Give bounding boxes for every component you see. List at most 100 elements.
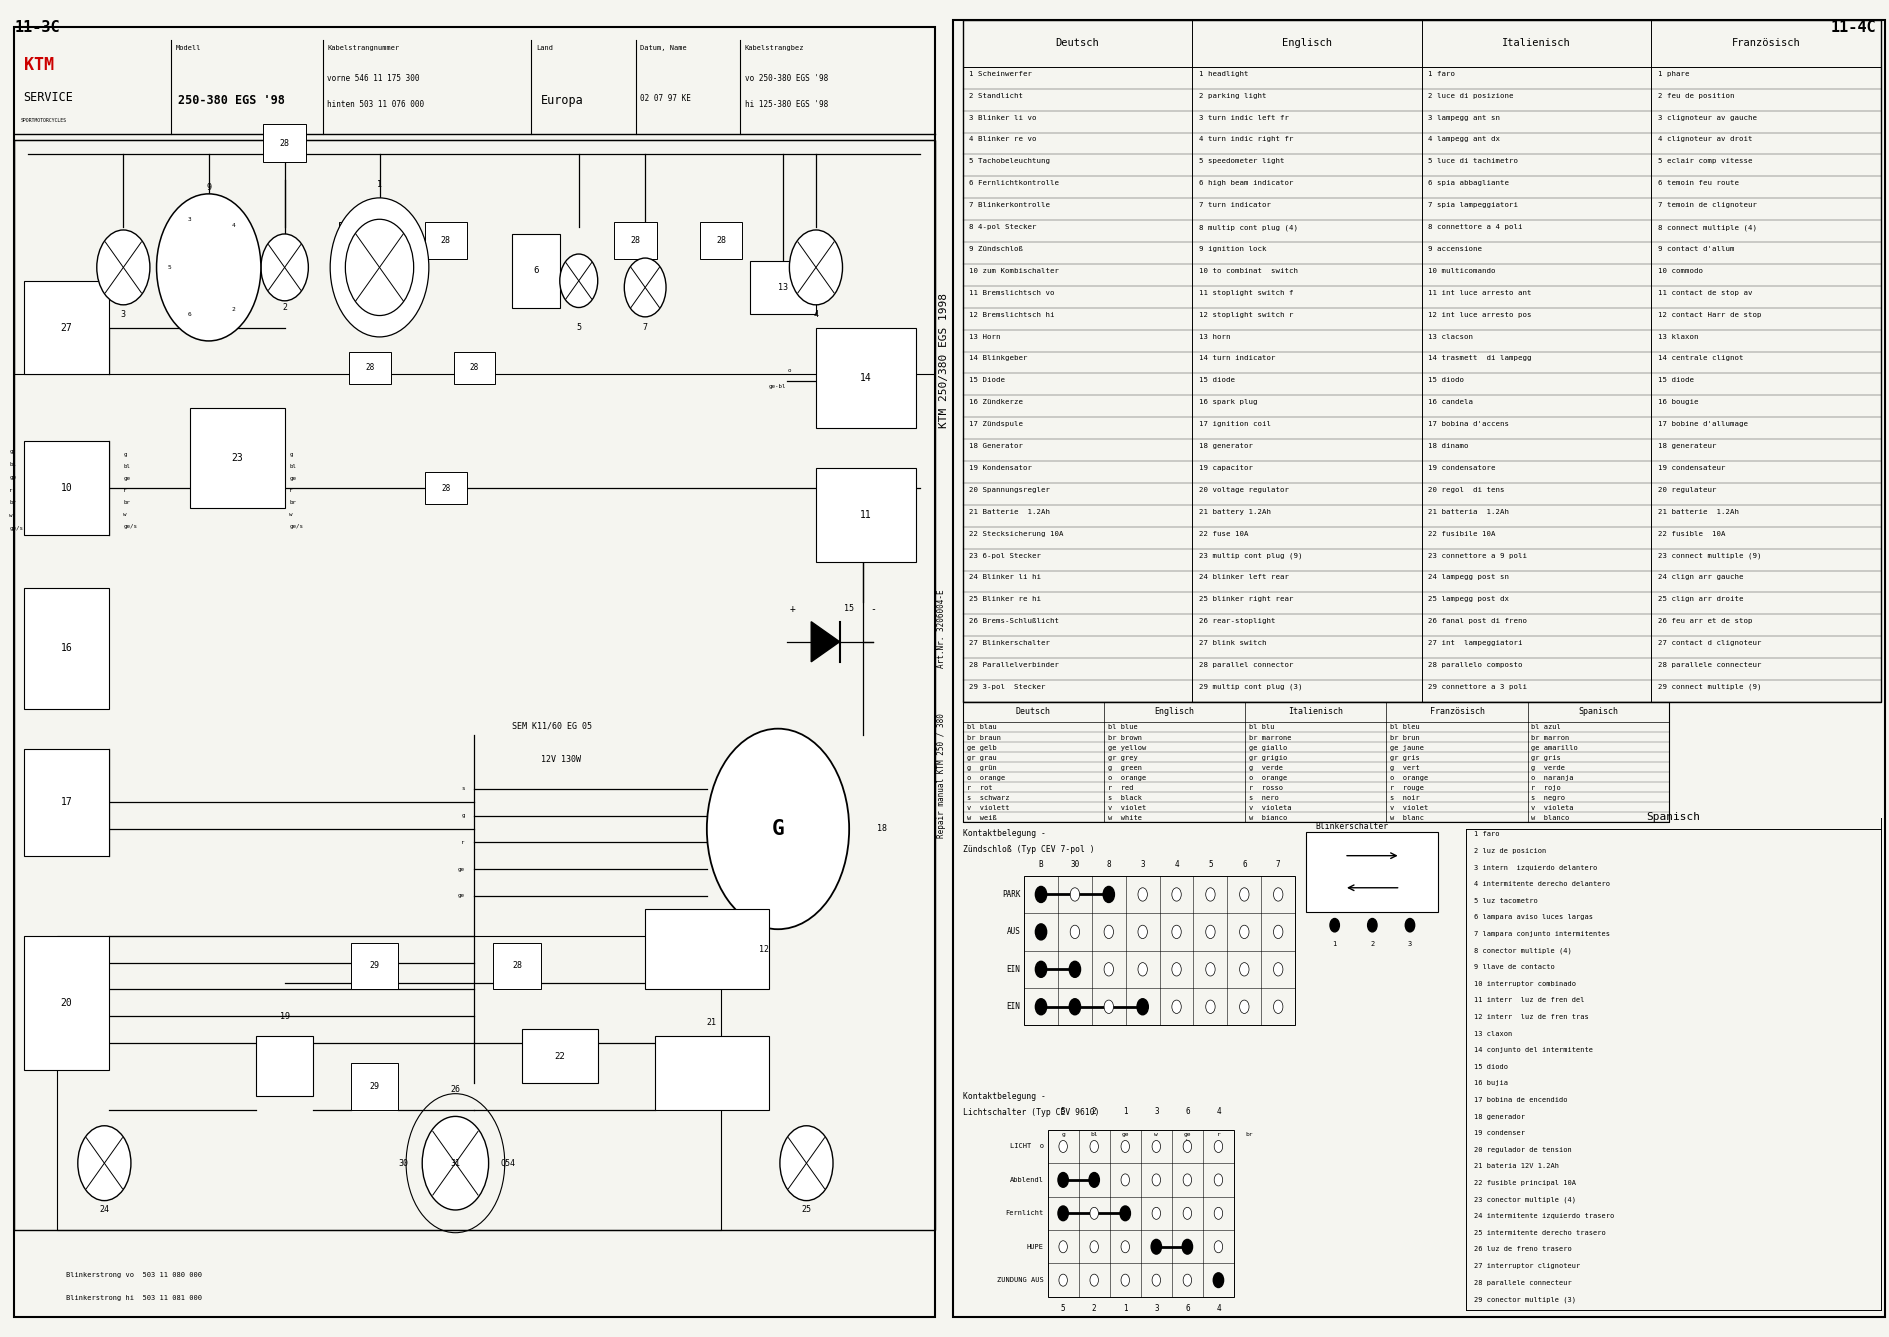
Text: 25 intermitente derecho trasero: 25 intermitente derecho trasero	[1473, 1230, 1606, 1235]
Text: r: r	[461, 840, 465, 845]
Circle shape	[1035, 924, 1047, 940]
Text: 28: 28	[440, 484, 450, 492]
Circle shape	[1368, 919, 1377, 932]
Text: 22 Stecksicherung 10A: 22 Stecksicherung 10A	[969, 531, 1064, 536]
Text: 6 lampara aviso luces largas: 6 lampara aviso luces largas	[1473, 915, 1592, 920]
Text: 24 blinker left rear: 24 blinker left rear	[1198, 575, 1288, 580]
Text: 1: 1	[1332, 941, 1336, 947]
Text: 25 Blinker re hi: 25 Blinker re hi	[969, 596, 1041, 603]
Text: Lichtschalter (Typ CEV 9610): Lichtschalter (Typ CEV 9610)	[962, 1108, 1099, 1116]
Text: 5: 5	[1060, 1107, 1065, 1116]
Text: 12 contact Harr de stop: 12 contact Harr de stop	[1657, 312, 1761, 318]
Text: 23 conector multiple (4): 23 conector multiple (4)	[1473, 1197, 1575, 1203]
Text: r: r	[289, 488, 293, 493]
Text: Kabelstrangnummer: Kabelstrangnummer	[327, 45, 399, 51]
Text: +: +	[268, 1048, 274, 1058]
Text: 17 bobina de encendido: 17 bobina de encendido	[1473, 1096, 1566, 1103]
Circle shape	[1103, 963, 1113, 976]
Bar	[351, 943, 399, 989]
Text: 6: 6	[1184, 1304, 1188, 1313]
Polygon shape	[810, 622, 839, 662]
Text: AUS: AUS	[1007, 928, 1020, 936]
Text: 20 regulador de tension: 20 regulador de tension	[1473, 1147, 1572, 1152]
Text: +: +	[790, 604, 795, 614]
Text: 14 turn indicator: 14 turn indicator	[1198, 356, 1275, 361]
Text: 6: 6	[533, 266, 538, 275]
Text: Q54: Q54	[501, 1159, 516, 1167]
Bar	[962, 20, 1880, 702]
Circle shape	[780, 1126, 833, 1201]
Text: 10 to combinat  switch: 10 to combinat switch	[1198, 267, 1298, 274]
Text: 16 bougie: 16 bougie	[1657, 400, 1698, 405]
Text: 2: 2	[232, 308, 236, 312]
Text: 1 faro: 1 faro	[1428, 71, 1455, 76]
Circle shape	[706, 729, 848, 929]
Text: -: -	[746, 1054, 754, 1066]
Text: 13: 13	[778, 283, 788, 291]
Circle shape	[1058, 1241, 1067, 1253]
Text: 21: 21	[706, 1019, 716, 1027]
Bar	[644, 909, 769, 989]
Circle shape	[1213, 1140, 1222, 1152]
Text: +: +	[669, 1054, 676, 1066]
Text: r: r	[1217, 1132, 1220, 1138]
Text: 14 centrale clignot: 14 centrale clignot	[1657, 356, 1742, 361]
Text: 23 6-pol Stecker: 23 6-pol Stecker	[969, 552, 1041, 559]
Text: g  verde: g verde	[1530, 765, 1564, 770]
Circle shape	[1239, 888, 1249, 901]
Text: Blinkerstrong vo  503 11 080 000: Blinkerstrong vo 503 11 080 000	[66, 1271, 202, 1278]
Circle shape	[790, 230, 842, 305]
Text: 12V 130W: 12V 130W	[540, 755, 580, 763]
Text: o  orange: o orange	[1249, 774, 1286, 781]
Circle shape	[1103, 1000, 1113, 1013]
Text: vo 250-380 EGS '98: vo 250-380 EGS '98	[744, 74, 827, 83]
Text: 22 fusible principal 10A: 22 fusible principal 10A	[1473, 1181, 1575, 1186]
Circle shape	[1137, 999, 1149, 1015]
Text: 14 Blinkgeber: 14 Blinkgeber	[969, 356, 1028, 361]
Text: bl: bl	[289, 464, 297, 469]
Text: Fernlicht: Fernlicht	[1005, 1210, 1043, 1217]
Text: KTM: KTM	[25, 56, 53, 74]
Text: 11 stoplight switch f: 11 stoplight switch f	[1198, 290, 1292, 295]
Circle shape	[1137, 963, 1147, 976]
Circle shape	[1137, 888, 1147, 901]
Text: 12 Bremslichtsch hi: 12 Bremslichtsch hi	[969, 312, 1054, 318]
Circle shape	[1171, 888, 1181, 901]
Text: 28 parallel connector: 28 parallel connector	[1198, 662, 1292, 668]
Text: 5 luce di tachimetro: 5 luce di tachimetro	[1428, 158, 1517, 164]
Text: 20 Spannungsregler: 20 Spannungsregler	[969, 487, 1050, 493]
Text: g: g	[1062, 1132, 1064, 1138]
Bar	[425, 222, 467, 259]
Text: bl blu: bl blu	[1249, 725, 1273, 730]
Text: 9 llave de contacto: 9 llave de contacto	[1473, 964, 1555, 971]
Text: 21 batterie  1.2Ah: 21 batterie 1.2Ah	[1657, 509, 1738, 515]
Text: ge: ge	[289, 476, 297, 481]
Circle shape	[157, 194, 261, 341]
Text: 21 battery 1.2Ah: 21 battery 1.2Ah	[1198, 509, 1269, 515]
Text: 24 clign arr gauche: 24 clign arr gauche	[1657, 575, 1742, 580]
Text: 6: 6	[1184, 1107, 1188, 1116]
Text: 3: 3	[121, 310, 127, 318]
Text: 5: 5	[1207, 860, 1213, 869]
Text: 14 conjunto del intermitente: 14 conjunto del intermitente	[1473, 1047, 1592, 1054]
Text: 17 Zündspule: 17 Zündspule	[969, 421, 1024, 428]
Text: 28 Parallelverbinder: 28 Parallelverbinder	[969, 662, 1060, 668]
Circle shape	[1069, 999, 1081, 1015]
Text: Deutsch: Deutsch	[1056, 39, 1099, 48]
Text: 2 feu de position: 2 feu de position	[1657, 92, 1734, 99]
Text: 9 accensione: 9 accensione	[1428, 246, 1481, 251]
Text: 1: 1	[376, 180, 382, 189]
Text: bl blue: bl blue	[1107, 725, 1137, 730]
Text: s  nero: s nero	[1249, 794, 1279, 801]
Text: -: -	[869, 604, 875, 614]
Circle shape	[1035, 999, 1047, 1015]
Text: o  naranja: o naranja	[1530, 774, 1574, 781]
Text: 5: 5	[1060, 1304, 1065, 1313]
Text: 21 Batterie  1.2Ah: 21 Batterie 1.2Ah	[969, 509, 1050, 515]
Text: Abblendl: Abblendl	[1009, 1177, 1043, 1183]
Bar	[1047, 1130, 1234, 1297]
Text: 21 bateria 12V 1.2Ah: 21 bateria 12V 1.2Ah	[1473, 1163, 1558, 1170]
Bar	[15, 140, 933, 1230]
Text: g: g	[289, 452, 293, 457]
Bar	[57, 936, 722, 1230]
